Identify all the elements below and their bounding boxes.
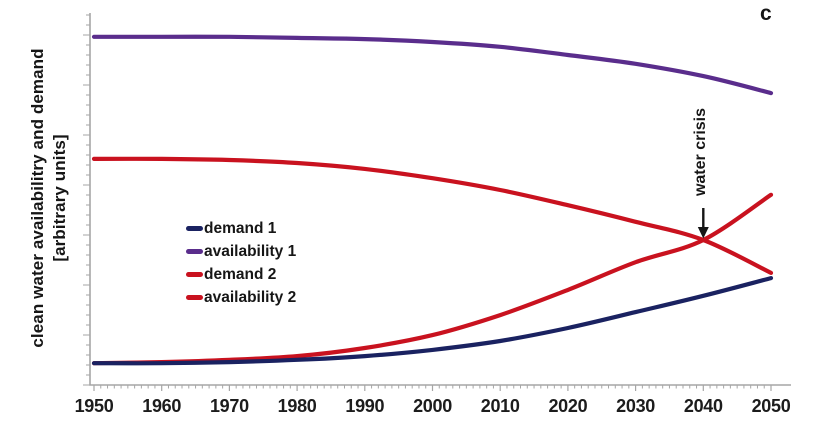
legend: demand 1 availability 1 demand 2 availabili…: [186, 217, 296, 309]
legend-label: availability 1: [204, 242, 297, 260]
x-tick-label: 2000: [413, 396, 452, 416]
down-arrow-head-icon: [697, 227, 709, 239]
x-tick-label: 2040: [683, 396, 723, 416]
legend-swatch: [186, 249, 203, 254]
legend-swatch: [186, 295, 203, 300]
axes-lines: [89, 13, 791, 386]
curve-demand-1: [91, 276, 774, 366]
curve-availability-1: [91, 34, 774, 96]
legend-label: availability 2: [204, 288, 297, 306]
y-axis-label-line1: clean water availabilitry and demand: [28, 48, 47, 348]
x-tick-label: 1960: [142, 396, 182, 416]
x-tick-label: 2030: [616, 396, 656, 416]
legend-swatch: [186, 272, 203, 277]
legend-item: availability 1: [186, 240, 296, 263]
legend-item: availability 2: [186, 286, 296, 309]
x-tick-label: 1990: [345, 396, 385, 416]
y-axis-label: clean water availabilitry and demand [ar…: [27, 7, 73, 389]
x-tick-label: 2020: [548, 396, 588, 416]
y-axis-label-line2: [arbitrary units]: [50, 134, 69, 262]
curve-availability-2: [91, 156, 774, 275]
legend-label: demand 2: [204, 265, 277, 283]
legend-item: demand 1: [186, 217, 296, 240]
panel-label: c: [760, 2, 772, 25]
water-crisis-annotation: water crisis: [692, 107, 709, 197]
x-tick-label: 2050: [751, 396, 791, 416]
x-tick-label: 1950: [74, 396, 114, 416]
x-tick-label: 2010: [480, 396, 520, 416]
legend-swatch: [186, 226, 203, 231]
x-tick-label: 1970: [209, 396, 249, 416]
legend-label: demand 1: [204, 219, 277, 237]
legend-item: demand 2: [186, 263, 296, 286]
x-tick-label: 1980: [277, 396, 317, 416]
